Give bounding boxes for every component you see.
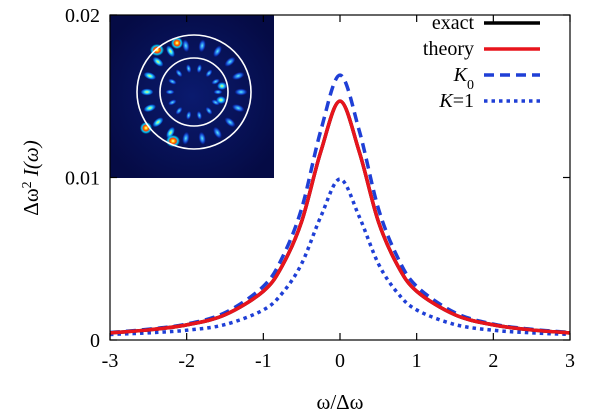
- inset-ring-pattern-image: [110, 15, 274, 178]
- inset-spot: [143, 104, 157, 113]
- y-tick-label: 0.01: [65, 168, 100, 190]
- legend-label-k0-sub: 0: [467, 78, 474, 93]
- legend: exact theory K0 K=1: [423, 12, 540, 112]
- x-tick-label: -2: [178, 350, 195, 372]
- inset-spot: [196, 64, 202, 74]
- inset-spot: [175, 69, 183, 78]
- inset-spot: [171, 37, 183, 49]
- inset-spot: [186, 110, 192, 120]
- y-axis-label-sup: 2: [20, 181, 35, 188]
- inset-spot: [175, 106, 183, 115]
- x-tick-label: -1: [255, 350, 272, 372]
- x-tick-label: -3: [102, 350, 119, 372]
- inset-spot: [213, 89, 223, 95]
- inset-spot: [224, 117, 236, 128]
- x-tick-label: 2: [488, 350, 498, 372]
- inset-spot: [182, 39, 190, 53]
- legend-label-k1: K=1: [438, 90, 474, 112]
- inset-spot: [140, 88, 154, 96]
- legend-label-exact: exact: [432, 12, 475, 34]
- inset-spot: [231, 71, 245, 80]
- inset-spot: [168, 78, 177, 85]
- inset-spot: [205, 69, 213, 78]
- legend-label-k1-main: K: [438, 90, 454, 112]
- series-line-k1: [110, 177, 570, 337]
- inset-spot: [234, 88, 248, 96]
- x-tick-label: 1: [412, 350, 422, 372]
- inset-spot: [211, 78, 220, 85]
- inset-spot: [205, 106, 213, 115]
- inset-spot: [140, 122, 152, 134]
- inset-spot: [217, 82, 227, 90]
- inset-spot: [196, 110, 202, 120]
- inset-spot: [231, 104, 245, 113]
- x-tick-label: 0: [335, 350, 345, 372]
- y-tick-label: 0.02: [65, 5, 100, 27]
- legend-label-k0: K0: [453, 64, 474, 93]
- inset-spot: [166, 45, 175, 58]
- inset-spot: [198, 131, 206, 145]
- legend-label-k0-main: K: [453, 64, 469, 86]
- y-axis-label: Δω2 I(ω): [19, 140, 43, 215]
- inset-spot: [198, 39, 206, 53]
- series-layer: [110, 73, 570, 337]
- inset-spot: [165, 89, 175, 95]
- inset-spot: [213, 126, 222, 139]
- legend-label-theory: theory: [423, 38, 474, 60]
- inset-spot: [168, 99, 177, 106]
- x-axis-label: ω/Δω: [317, 390, 364, 414]
- y-tick-label: 0: [90, 330, 100, 352]
- x-tick-label: 3: [565, 350, 575, 372]
- inset-spot: [152, 117, 164, 128]
- y-axis-label-main: Δω: [19, 188, 43, 215]
- inset-spot: [224, 56, 236, 67]
- legend-label-k1-tail: =1: [453, 90, 474, 112]
- inset-spot: [182, 131, 190, 145]
- inset-spot: [143, 71, 157, 80]
- inset-spot: [152, 56, 164, 67]
- y-axis-label-tail: I(ω): [19, 140, 43, 181]
- inset-spot: [216, 96, 226, 104]
- series-line-theory: [110, 99, 570, 335]
- inset-spot: [213, 45, 222, 58]
- inset-spot: [186, 64, 192, 74]
- ticks-layer: -3 -2 -1 0 1 2 3 0 0.01 0.02: [65, 5, 575, 372]
